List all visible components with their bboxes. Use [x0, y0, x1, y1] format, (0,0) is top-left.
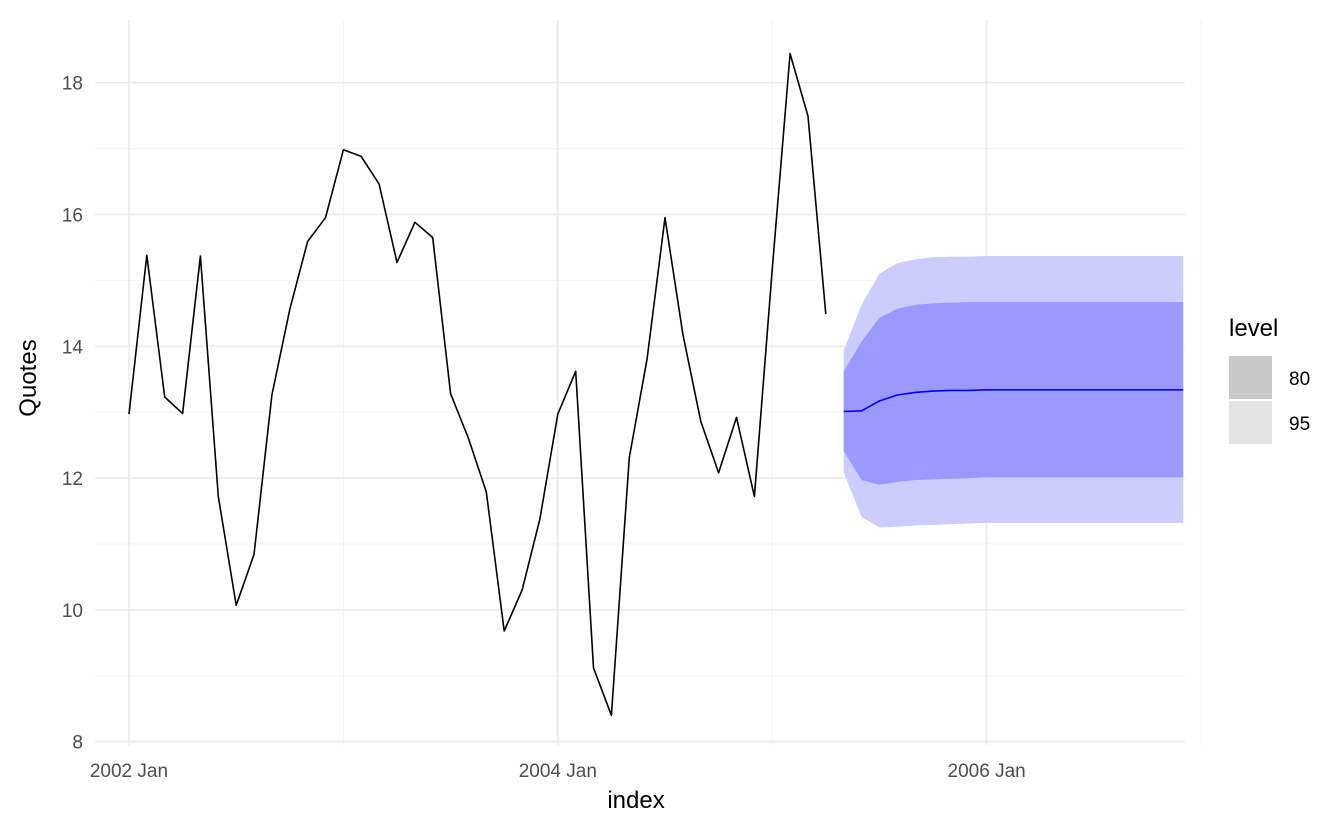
- x-tick-label: 2006 Jan: [948, 761, 1026, 782]
- legend-key-95: [1229, 401, 1272, 444]
- legend-label-95: 95: [1289, 414, 1310, 435]
- series-lines: [128, 52, 1184, 717]
- y-tick-label: 14: [62, 337, 84, 358]
- x-axis-title: index: [607, 787, 664, 814]
- y-axis-title: Quotes: [15, 339, 42, 416]
- legend: level 80 95: [1229, 315, 1310, 444]
- y-tick-label: 8: [72, 733, 83, 754]
- historical-series-line: [128, 52, 827, 717]
- legend-label-80: 80: [1289, 369, 1310, 390]
- x-tick-label: 2002 Jan: [90, 761, 168, 782]
- legend-key-80: [1229, 356, 1272, 399]
- y-tick-label: 10: [62, 601, 83, 622]
- x-axis-ticks: 2002 Jan 2004 Jan 2006 Jan: [90, 761, 1026, 782]
- forecast-band-80: [843, 302, 1184, 485]
- forecast-bands: [843, 256, 1184, 528]
- x-tick-label: 2004 Jan: [519, 761, 597, 782]
- y-tick-label: 16: [62, 205, 83, 226]
- legend-title: level: [1229, 315, 1278, 342]
- y-tick-label: 18: [62, 74, 83, 95]
- y-tick-label: 12: [62, 469, 83, 490]
- forecast-mean-line: [843, 388, 1184, 413]
- y-axis-ticks: 8 10 12 14 16 18: [62, 74, 84, 754]
